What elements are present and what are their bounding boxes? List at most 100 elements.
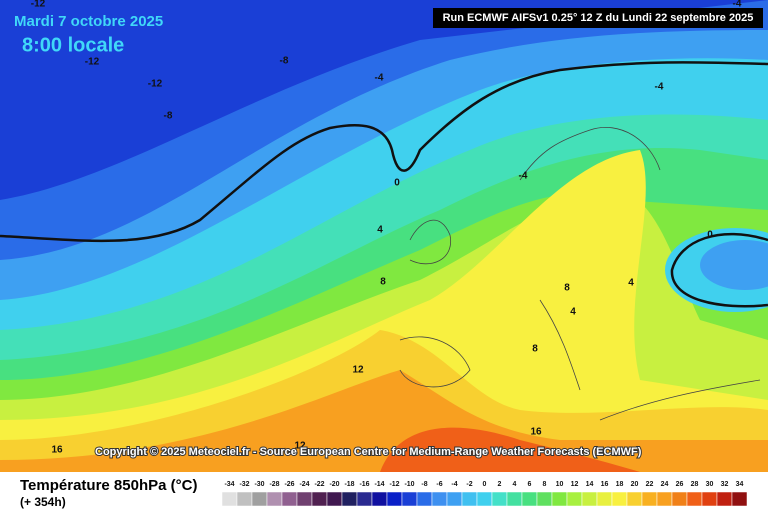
scale-cell [536, 491, 553, 507]
scale-cell [626, 491, 643, 507]
scale-cell [491, 491, 508, 507]
scale-cell [566, 491, 583, 507]
scale-cell [296, 491, 313, 507]
run-banner [433, 8, 763, 28]
scale-label: -30 [254, 481, 264, 488]
contour-label: 0 [394, 178, 400, 189]
scale-label: 28 [691, 481, 699, 488]
contour-labels: -12 -12 -8 -12 -8 -4 -4 -4 -4 0 0 4 8 4 8 4 8 12 16 12 16 [31, 0, 742, 456]
scale-cell [731, 491, 748, 507]
legend-title: Température 850hPa (°C) [20, 477, 197, 494]
scale-label: -18 [344, 481, 354, 488]
scale-label: 10 [556, 481, 564, 488]
scale-cell [281, 491, 298, 507]
contour-label: -4 [519, 171, 528, 182]
scale-label: -4 [451, 481, 457, 488]
contour-label: 4 [628, 278, 634, 289]
scale-label: 18 [616, 481, 624, 488]
scale-label: 16 [601, 481, 609, 488]
scale-label: 8 [543, 481, 547, 488]
contour-label: -12 [85, 57, 100, 68]
scale-label: -20 [329, 481, 339, 488]
contour-label: 4 [377, 225, 383, 236]
contour-label: 0 [707, 230, 713, 241]
contour-label: -12 [31, 0, 46, 10]
scale-cell [311, 491, 328, 507]
contour-label: -4 [733, 0, 742, 10]
scale-cell [641, 491, 658, 507]
scale-label: -10 [404, 481, 414, 488]
contour-label: 8 [380, 277, 386, 288]
scale-label: -26 [284, 481, 294, 488]
scale-label: 32 [721, 481, 729, 488]
color-scale: -34 -32 -30 -28 -26 -24 -22 -20 -18 -16 -14 -12 -10-… [221, 481, 748, 507]
scale-label: 30 [706, 481, 714, 488]
lead-time: (+ 354h) [20, 495, 66, 509]
copyright: Copyright © 2025 Meteociel.fr - Source E… [95, 446, 642, 458]
scale-cell [251, 491, 268, 507]
scale-cell [431, 491, 448, 507]
scale-label: -12 [389, 481, 399, 488]
scale-cell [371, 491, 388, 507]
scale-cell [461, 491, 478, 507]
scale-cell [386, 491, 403, 507]
scale-cell [671, 491, 688, 507]
scale-label: 34 [736, 481, 744, 488]
scale-label: -24 [299, 481, 309, 488]
scale-cell [701, 491, 718, 507]
scale-label: 24 [661, 481, 669, 488]
contour-label: -4 [655, 82, 664, 93]
contour-label: 16 [51, 445, 63, 456]
scale-label: -32 [239, 481, 249, 488]
scale-label: 12 [571, 481, 579, 488]
scale-label: -14 [374, 481, 384, 488]
contour-label: -12 [148, 79, 163, 90]
scale-cell [581, 491, 598, 507]
scale-label: 22 [646, 481, 654, 488]
contour-label: 8 [564, 283, 570, 294]
scale-cell [341, 491, 358, 507]
map [0, 0, 768, 473]
scale-cell [221, 491, 238, 507]
scale-label: -2 [466, 481, 472, 488]
scale-label: -6 [436, 481, 442, 488]
scale-label: -16 [359, 481, 369, 488]
scale-label: 4 [513, 481, 517, 488]
scale-cell [596, 491, 613, 507]
scale-label: 6 [528, 481, 532, 488]
scale-label: -22 [314, 481, 324, 488]
contour-label: -4 [375, 73, 384, 84]
scale-cell [656, 491, 673, 507]
scale-label: 0 [483, 481, 487, 488]
contour-label: 12 [294, 441, 306, 452]
scale-label: 14 [586, 481, 594, 488]
scale-label: 2 [498, 481, 502, 488]
scale-label: 20 [631, 481, 639, 488]
scale-cell [611, 491, 628, 507]
scale-cell [326, 491, 343, 507]
scale-cell [476, 491, 493, 507]
contour-label: -8 [164, 111, 173, 122]
contour-label: 12 [352, 365, 364, 376]
scale-cell [416, 491, 433, 507]
scale-cell [356, 491, 373, 507]
contour-label: 8 [532, 344, 538, 355]
forecast-date: Mardi 7 octobre 2025 [14, 13, 163, 30]
scale-label: -28 [269, 481, 279, 488]
scale-cell [521, 491, 538, 507]
contour-label: -8 [280, 56, 289, 67]
run-info: Run ECMWF AIFSv1 0.25° 12 Z du Lundi 22 … [443, 12, 754, 24]
forecast-time: 8:00 locale [22, 34, 124, 56]
scale-cell [446, 491, 463, 507]
scale-label: -34 [224, 481, 234, 488]
scale-cell [236, 491, 253, 507]
scale-cell [266, 491, 283, 507]
scale-cell [551, 491, 568, 507]
scale-cell [686, 491, 703, 507]
contour-label: 16 [530, 427, 542, 438]
scale-label: 26 [676, 481, 684, 488]
contour-label: 4 [570, 307, 576, 318]
scale-cell [716, 491, 733, 507]
scale-label: -8 [421, 481, 427, 488]
